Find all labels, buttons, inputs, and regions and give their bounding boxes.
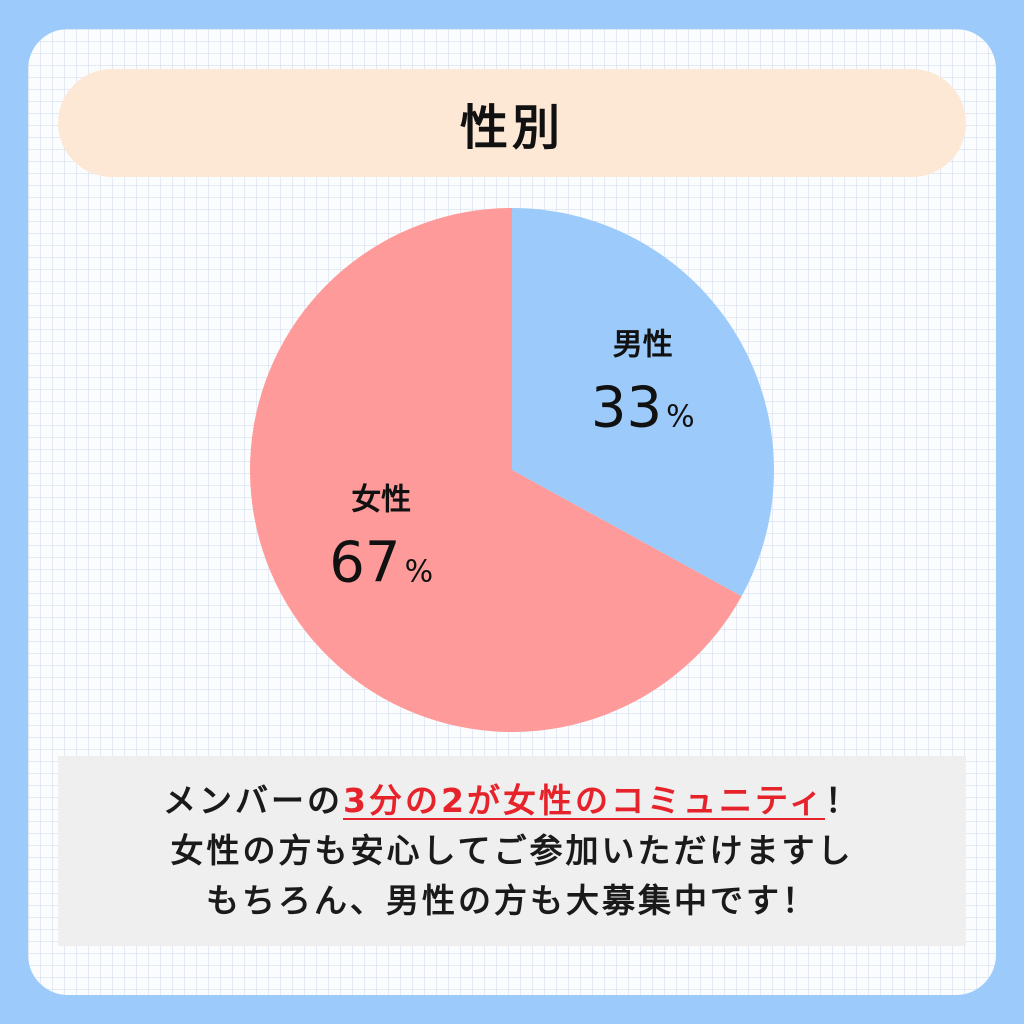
note-line-2: 女性の方も安心してご参加いただけますし [170, 831, 854, 870]
slice-value-male: 33% [591, 376, 695, 441]
note-line-3: もちろん、男性の方も大募集中です！ [206, 881, 818, 920]
slice-label-male: 男性 [613, 328, 673, 363]
note-line-1-post: ！ [824, 781, 861, 820]
slice-label-female: 女性 [351, 482, 411, 517]
page-title: 性別 [459, 100, 564, 156]
note-highlight: 3分の2が女性のコミュニティ [343, 781, 825, 820]
pie-slice-female [250, 208, 742, 732]
note-line-1: メンバーの3分の2が女性のコミュニティ！ [163, 776, 861, 826]
pie-slice-male [512, 208, 775, 597]
note-box: メンバーの3分の2が女性のコミュニティ！ 女性の方も安心してご参加いただけますし… [58, 756, 966, 946]
title-bar: 性別 [58, 69, 966, 177]
note-line-1-pre: メンバーの [163, 781, 344, 820]
slice-value-female: 67% [329, 530, 433, 595]
